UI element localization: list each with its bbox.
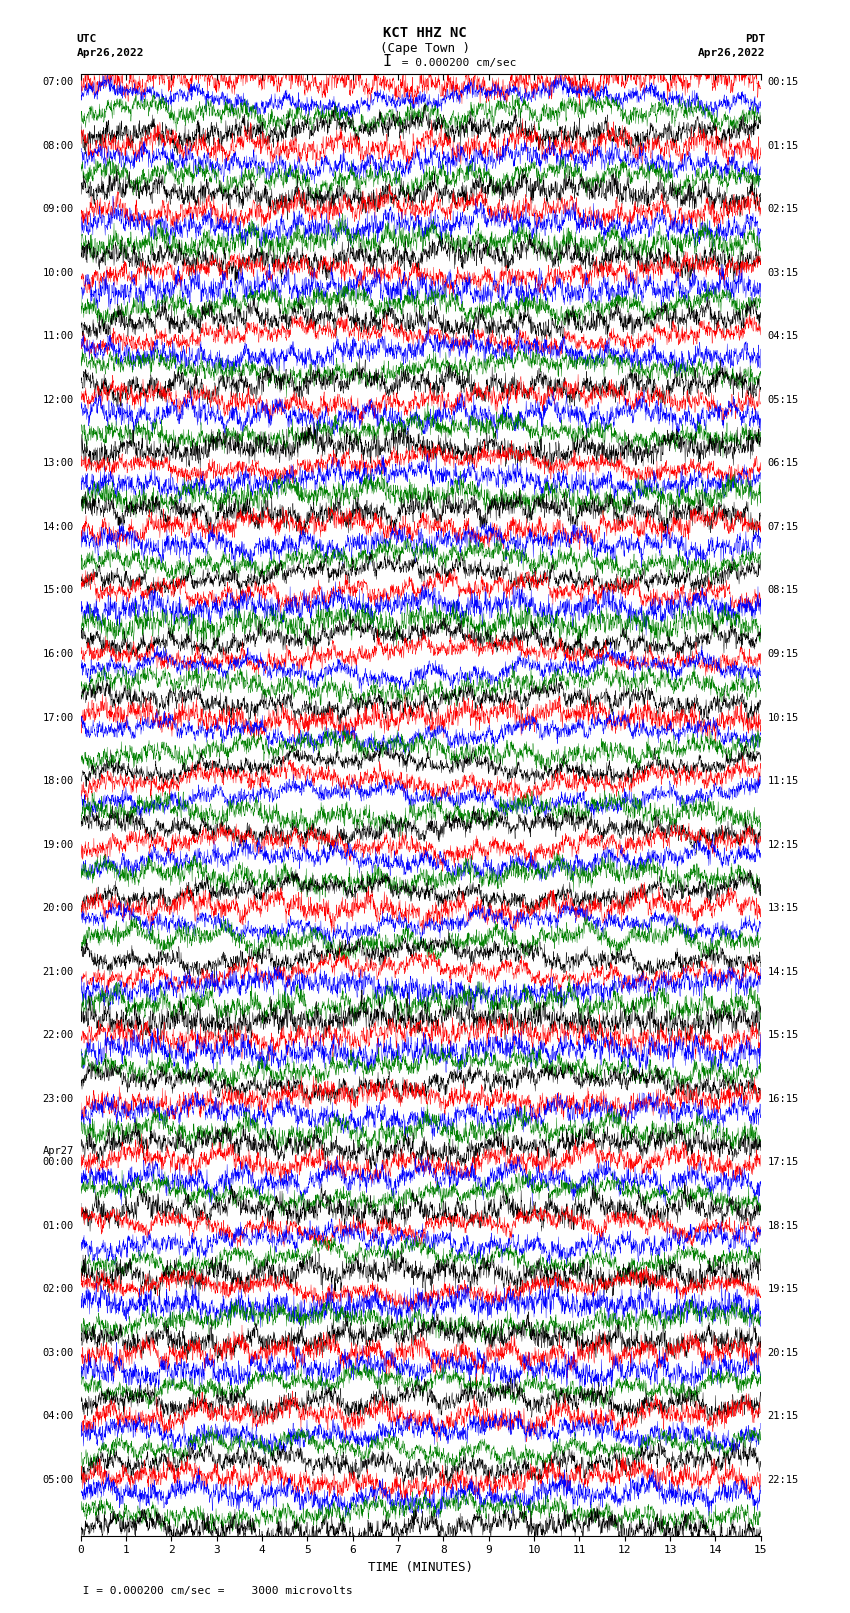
Text: PDT: PDT — [745, 34, 765, 44]
Text: 12:00: 12:00 — [42, 395, 74, 405]
Text: I = 0.000200 cm/sec =    3000 microvolts: I = 0.000200 cm/sec = 3000 microvolts — [76, 1586, 354, 1595]
Text: 15:00: 15:00 — [42, 586, 74, 595]
Text: 14:15: 14:15 — [768, 966, 799, 977]
Text: = 0.000200 cm/sec: = 0.000200 cm/sec — [395, 58, 517, 68]
Text: 20:00: 20:00 — [42, 903, 74, 913]
Text: 07:00: 07:00 — [42, 77, 74, 87]
Text: 22:15: 22:15 — [768, 1474, 799, 1486]
Text: 11:00: 11:00 — [42, 331, 74, 342]
Text: 04:15: 04:15 — [768, 331, 799, 342]
Text: 16:15: 16:15 — [768, 1094, 799, 1103]
Text: (Cape Town ): (Cape Town ) — [380, 42, 470, 55]
Text: I: I — [382, 55, 391, 69]
Text: KCT HHZ NC: KCT HHZ NC — [383, 26, 467, 40]
Text: 21:00: 21:00 — [42, 966, 74, 977]
Text: Apr26,2022: Apr26,2022 — [76, 48, 144, 58]
Text: 17:00: 17:00 — [42, 713, 74, 723]
Text: 22:00: 22:00 — [42, 1031, 74, 1040]
X-axis label: TIME (MINUTES): TIME (MINUTES) — [368, 1561, 473, 1574]
Text: 15:15: 15:15 — [768, 1031, 799, 1040]
Text: 19:15: 19:15 — [768, 1284, 799, 1294]
Text: 10:15: 10:15 — [768, 713, 799, 723]
Text: UTC: UTC — [76, 34, 97, 44]
Text: 13:00: 13:00 — [42, 458, 74, 468]
Text: 05:00: 05:00 — [42, 1474, 74, 1486]
Text: 01:15: 01:15 — [768, 140, 799, 150]
Text: Apr27: Apr27 — [42, 1147, 74, 1157]
Text: 18:15: 18:15 — [768, 1221, 799, 1231]
Text: 02:00: 02:00 — [42, 1284, 74, 1294]
Text: 19:00: 19:00 — [42, 840, 74, 850]
Text: 23:00: 23:00 — [42, 1094, 74, 1103]
Text: 08:15: 08:15 — [768, 586, 799, 595]
Text: 07:15: 07:15 — [768, 523, 799, 532]
Text: 14:00: 14:00 — [42, 523, 74, 532]
Text: 17:15: 17:15 — [768, 1157, 799, 1168]
Text: 00:00: 00:00 — [42, 1157, 74, 1168]
Text: 11:15: 11:15 — [768, 776, 799, 786]
Text: Apr26,2022: Apr26,2022 — [698, 48, 765, 58]
Text: 13:15: 13:15 — [768, 903, 799, 913]
Text: 06:15: 06:15 — [768, 458, 799, 468]
Text: 04:00: 04:00 — [42, 1411, 74, 1421]
Text: 09:15: 09:15 — [768, 648, 799, 660]
Text: 20:15: 20:15 — [768, 1348, 799, 1358]
Text: 03:00: 03:00 — [42, 1348, 74, 1358]
Text: 09:00: 09:00 — [42, 205, 74, 215]
Text: 03:15: 03:15 — [768, 268, 799, 277]
Text: 21:15: 21:15 — [768, 1411, 799, 1421]
Text: 01:00: 01:00 — [42, 1221, 74, 1231]
Text: 16:00: 16:00 — [42, 648, 74, 660]
Text: 00:15: 00:15 — [768, 77, 799, 87]
Text: 02:15: 02:15 — [768, 205, 799, 215]
Text: 12:15: 12:15 — [768, 840, 799, 850]
Text: 10:00: 10:00 — [42, 268, 74, 277]
Text: 05:15: 05:15 — [768, 395, 799, 405]
Text: 18:00: 18:00 — [42, 776, 74, 786]
Text: 08:00: 08:00 — [42, 140, 74, 150]
